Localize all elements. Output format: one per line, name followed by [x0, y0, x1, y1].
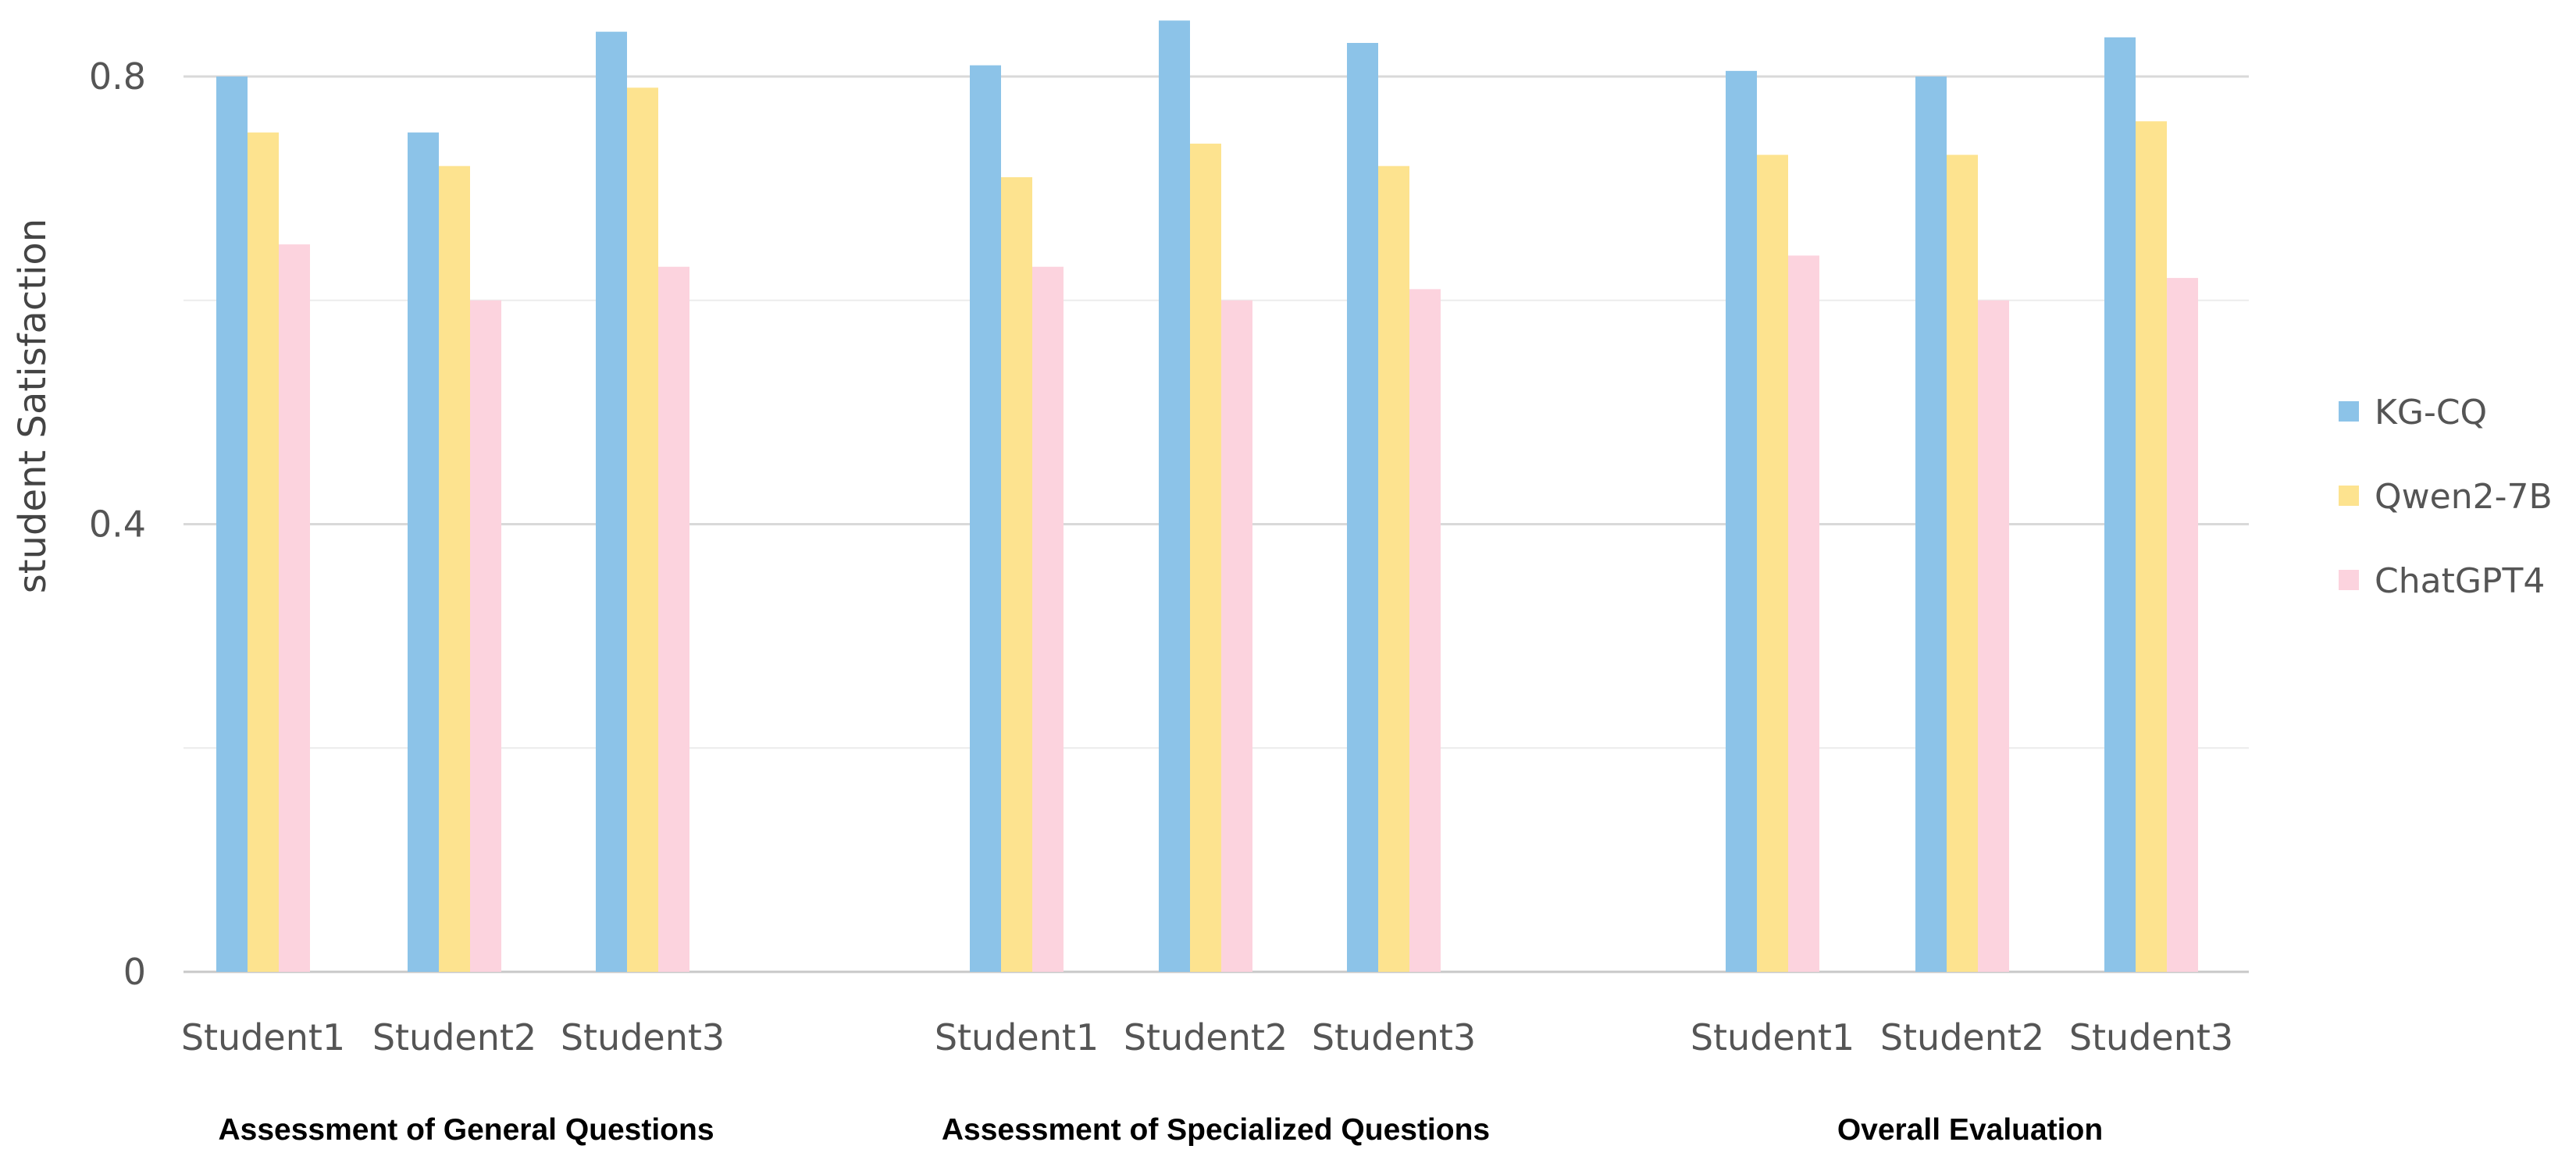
bar-qwen2-7b-3-student2 — [1947, 155, 1978, 972]
bar-qwen2-7b-2-student2 — [1190, 144, 1221, 972]
bar-kg-cq-1-student3 — [596, 31, 627, 972]
x-category-label: Student2 — [372, 1016, 536, 1058]
legend-swatch-kg-cq — [2339, 401, 2359, 422]
bar-qwen2-7b-1-student2 — [439, 165, 470, 973]
y-axis-ticks: 0 0.4 0.8 — [89, 55, 146, 993]
y-tick-label: 0.4 — [89, 503, 146, 546]
bar-chatgpt4-1-student3 — [658, 266, 689, 972]
bar-kg-cq-3-student1 — [1726, 70, 1757, 972]
bar-qwen2-7b-2-student1 — [1001, 177, 1032, 973]
x-category-label: Student1 — [181, 1016, 345, 1058]
bars — [216, 20, 2198, 973]
legend-swatch-qwen2-7b — [2339, 486, 2359, 506]
bar-qwen2-7b-3-student3 — [2136, 121, 2167, 973]
x-category-label: Student3 — [561, 1016, 725, 1058]
bar-kg-cq-1-student2 — [408, 132, 439, 972]
x-group-label: Overall Evaluation — [1837, 1113, 2103, 1147]
x-group-label: Assessment of Specialized Questions — [942, 1113, 1490, 1147]
bar-chatgpt4-3-student3 — [2167, 278, 2198, 972]
legend-swatch-chatgpt4 — [2339, 570, 2359, 590]
x-group-label: Assessment of General Questions — [218, 1113, 714, 1147]
bar-kg-cq-3-student3 — [2104, 37, 2136, 973]
x-category-label: Student2 — [1880, 1016, 2044, 1058]
x-category-label: Student1 — [935, 1016, 1099, 1058]
bar-chatgpt4-3-student1 — [1788, 255, 1819, 972]
bar-qwen2-7b-2-student3 — [1378, 165, 1409, 973]
bar-qwen2-7b-1-student3 — [627, 87, 658, 972]
legend-label: KG-CQ — [2375, 393, 2487, 432]
bar-kg-cq-3-student2 — [1915, 76, 1947, 972]
bar-kg-cq-2-student1 — [970, 65, 1001, 973]
bar-chatgpt4-1-student1 — [279, 244, 310, 972]
x-category-label: Student3 — [1312, 1016, 1476, 1058]
legend: KG-CQ Qwen2-7B ChatGPT4 — [2339, 393, 2553, 601]
x-category-label: Student1 — [1691, 1016, 1855, 1058]
bar-qwen2-7b-3-student1 — [1757, 155, 1788, 972]
bar-chatgpt4-2-student1 — [1032, 266, 1064, 972]
bar-kg-cq-1-student1 — [216, 76, 248, 972]
x-axis-labels: Student1 Student2 Student3 Assessment of Ge… — [181, 1016, 2233, 1147]
bar-chatgpt4-1-student2 — [470, 300, 501, 972]
y-tick-label: 0 — [123, 951, 146, 993]
x-category-label: Student3 — [2069, 1016, 2233, 1058]
y-tick-label: 0.8 — [89, 55, 146, 98]
legend-label: Qwen2-7B — [2375, 477, 2553, 517]
bar-chatgpt4-2-student3 — [1409, 289, 1441, 973]
legend-label: ChatGPT4 — [2375, 561, 2545, 601]
bar-qwen2-7b-1-student1 — [248, 132, 279, 972]
bar-chatgpt4-3-student2 — [1978, 300, 2009, 972]
x-category-label: Student2 — [1124, 1016, 1288, 1058]
bar-kg-cq-2-student3 — [1347, 42, 1378, 972]
bar-kg-cq-2-student2 — [1159, 20, 1190, 972]
y-axis-title: student Satisfaction — [11, 219, 55, 593]
bar-chatgpt4-2-student2 — [1221, 300, 1252, 972]
